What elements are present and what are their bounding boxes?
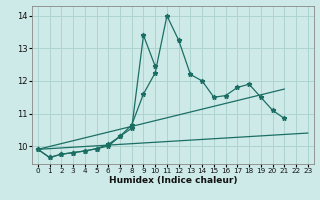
X-axis label: Humidex (Indice chaleur): Humidex (Indice chaleur) bbox=[108, 176, 237, 185]
